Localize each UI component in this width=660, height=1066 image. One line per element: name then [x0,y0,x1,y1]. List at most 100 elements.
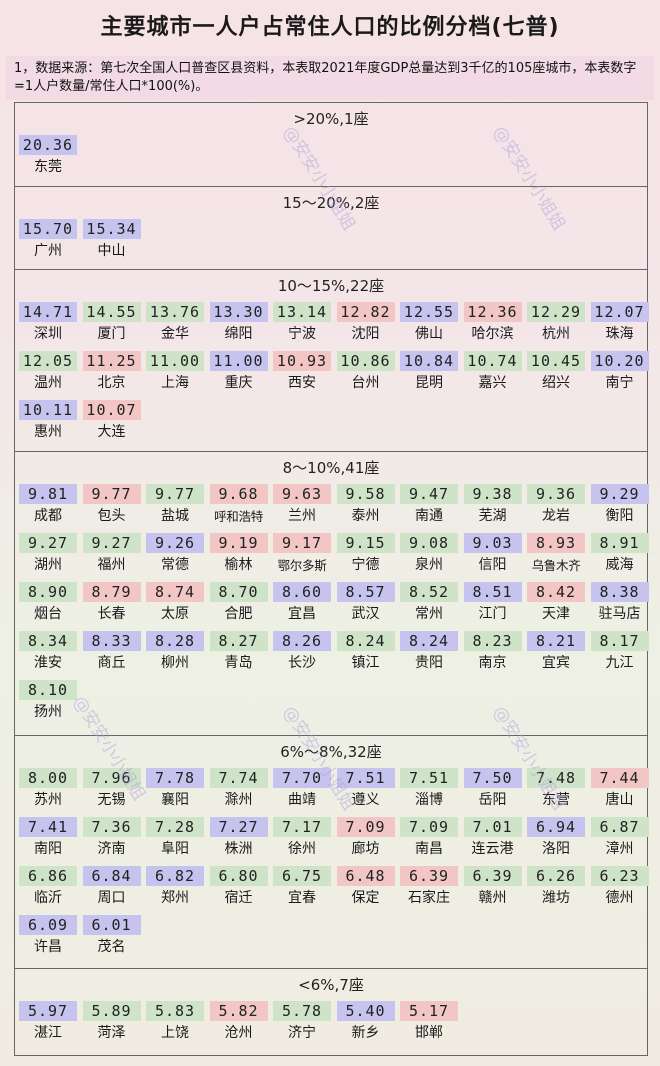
city-name: 乌鲁木齐 [531,558,581,573]
ratio-value: 8.26 [273,631,331,651]
city-cell: 10.86 台州 [336,351,395,396]
city-cell: 10.20 南宁 [590,351,649,396]
ratio-value: 9.77 [146,484,204,504]
ratio-value: 6.75 [273,866,331,886]
city-name: 廊坊 [351,841,380,857]
ratio-value: 6.87 [590,817,649,837]
city-cell: 9.26 常德 [146,533,204,578]
ratio-value: 14.55 [82,302,141,322]
city-cell: 6.75 宜春 [273,866,331,911]
ratio-value: 7.44 [590,768,649,788]
ratio-value: 7.50 [463,768,522,788]
city-name: 周口 [97,890,126,906]
city-cell: 12.36 哈尔滨 [463,302,522,347]
city-name: 南京 [478,655,507,671]
city-name: 湖州 [34,557,62,573]
data-source-note: 1，数据来源：第七次全国人口普查区县资料，本表取2021年度GDP总量达到3千亿… [6,56,654,100]
ratio-value: 6.39 [463,866,522,886]
city-cell: 6.86 临沂 [19,866,77,911]
city-name: 天津 [542,606,570,622]
city-cell: 9.17 鄂尔多斯 [273,533,331,578]
city-cell: 8.27 青岛 [209,631,268,676]
city-name: 德州 [605,890,634,906]
ratio-value: 8.33 [82,631,141,651]
city-name: 广州 [34,243,62,259]
ratio-value: 8.90 [19,582,77,602]
city-cell: 7.51 遵义 [336,768,395,813]
city-cell: 5.82 沧州 [209,1001,268,1046]
city-cell: 13.76 金华 [146,302,204,347]
city-cell: 7.01 连云港 [463,817,522,862]
city-cell: 11.25 北京 [82,351,141,396]
city-name: 深圳 [34,326,62,342]
city-cell: 8.24 贵阳 [400,631,458,676]
city-name: 襄阳 [161,792,189,808]
ratio-value: 9.19 [209,533,268,553]
ratio-value: 7.01 [463,817,522,837]
ratio-value: 8.23 [463,631,522,651]
ratio-value: 6.39 [400,866,458,886]
city-name: 福州 [97,557,126,573]
city-name: 江门 [478,606,507,622]
ratio-value: 9.27 [82,533,141,553]
city-cell: 6.94 洛阳 [527,817,585,862]
ratio-value: 6.86 [19,866,77,886]
ratio-value: 12.05 [19,351,77,371]
tier-header: >20%,1座 [293,110,369,128]
city-name: 衡阳 [605,508,634,524]
ratio-value: 11.00 [209,351,268,371]
ratio-value: 9.58 [336,484,395,504]
city-cell: 8.74 太原 [146,582,204,627]
city-cell: 9.81 成都 [19,484,77,529]
city-cell: 8.38 驻马店 [590,582,649,627]
ratio-value: 8.57 [336,582,395,602]
city-cell: 7.51 淄博 [400,768,458,813]
ratio-value: 8.79 [82,582,141,602]
city-cell: 7.28 阜阳 [146,817,204,862]
ratio-value: 8.60 [273,582,331,602]
city-cell: 8.24 镇江 [336,631,395,676]
city-cell: 6.39 赣州 [463,866,522,911]
ratio-value: 9.08 [400,533,458,553]
city-name: 厦门 [97,326,126,342]
city-name: 合肥 [224,606,253,622]
ratio-value: 9.26 [146,533,204,553]
city-name: 宁德 [351,557,380,573]
city-name: 大连 [97,424,126,440]
city-name: 淮安 [34,655,62,671]
city-cell: 8.17 九江 [590,631,649,676]
ratio-value: 8.42 [527,582,585,602]
city-cell: 8.26 长沙 [273,631,331,676]
city-cell: 6.39 石家庄 [400,866,458,911]
ratio-value: 10.07 [82,400,141,420]
city-name: 武汉 [351,606,380,622]
city-name: 济宁 [288,1025,316,1041]
city-name: 东营 [542,792,570,808]
city-cell: 8.21 宜宾 [527,631,585,676]
city-name: 南昌 [415,841,443,857]
city-name: 西安 [288,375,316,391]
city-cell: 8.93 乌鲁木齐 [527,533,585,578]
city-name: 新乡 [351,1025,380,1041]
ratio-value: 8.24 [400,631,458,651]
city-name: 遵义 [351,792,380,808]
ratio-value: 8.10 [19,680,77,700]
city-name: 包头 [97,508,126,524]
ratio-value: 15.34 [82,219,141,239]
city-name: 唐山 [605,792,634,808]
ratio-value: 5.40 [336,1001,395,1021]
ratio-value: 9.77 [82,484,141,504]
ratio-value: 8.91 [590,533,649,553]
ratio-value: 7.36 [82,817,141,837]
city-cell: 7.41 南阳 [19,817,77,862]
city-cell: 20.36 东莞 [19,135,77,180]
tier-section: <6%,7座 5.97 湛江 5.89 菏泽 5.83 上饶 5.82 沧州 5.78 济宁 5.40… [15,969,647,1055]
city-cell: 14.55 厦门 [82,302,141,347]
ratio-value: 9.03 [463,533,522,553]
city-cell: 6.48 保定 [336,866,395,911]
city-cell: 8.70 合肥 [209,582,268,627]
ratio-value: 13.30 [209,302,268,322]
city-cell: 15.70 广州 [19,219,77,264]
city-cell: 12.05 温州 [19,351,77,396]
city-cell: 7.48 东营 [527,768,585,813]
